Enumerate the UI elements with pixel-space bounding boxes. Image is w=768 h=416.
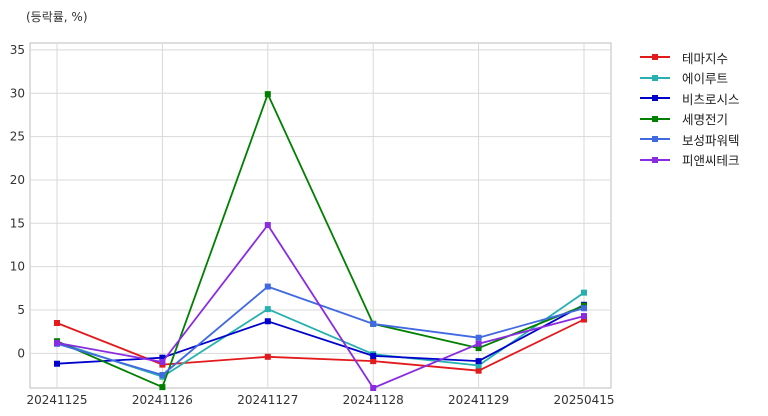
legend-label: 보성파워텍 xyxy=(682,132,740,148)
y-axis-unit-label: (등락률, %) xyxy=(26,10,88,24)
x-tick-label: 20241125 xyxy=(26,393,87,407)
x-tick-label: 20241127 xyxy=(237,393,298,407)
data-point xyxy=(581,305,587,312)
legend-label: 비츠로시스 xyxy=(682,91,740,107)
data-point xyxy=(159,384,166,391)
legend-item: 보성파워텍 xyxy=(640,129,740,150)
data-point xyxy=(264,222,271,229)
data-point xyxy=(370,358,377,365)
data-point xyxy=(264,318,271,325)
legend-swatch xyxy=(640,92,670,104)
data-point xyxy=(475,334,482,341)
series-line-4 xyxy=(56,93,585,389)
legend-label: 에이루트 xyxy=(682,71,729,87)
legend-label: 피앤씨테크 xyxy=(682,153,740,169)
x-tick-label: 20241128 xyxy=(343,393,404,407)
data-point xyxy=(264,306,271,313)
legend-item: 에이루트 xyxy=(640,68,740,89)
legend-swatch xyxy=(640,133,670,145)
data-point xyxy=(159,371,166,378)
x-tick-label: 20241129 xyxy=(448,393,509,407)
legend-swatch xyxy=(640,154,670,166)
data-point xyxy=(264,283,271,290)
data-point xyxy=(264,353,271,360)
data-point xyxy=(264,91,271,98)
data-point xyxy=(475,362,482,369)
legend-label: 세명전기 xyxy=(682,112,729,128)
data-point xyxy=(54,339,60,346)
data-point xyxy=(475,358,482,365)
y-tick-label: 0 xyxy=(17,346,25,360)
y-tick-label: 20 xyxy=(10,173,25,187)
data-point xyxy=(54,360,60,367)
data-point xyxy=(370,385,377,391)
y-tick-label: 5 xyxy=(17,303,25,317)
x-tick-label: 20250415 xyxy=(553,393,614,407)
data-point xyxy=(159,354,166,361)
legend-swatch xyxy=(640,72,670,84)
legend-item: 테마지수 xyxy=(640,47,740,68)
legend-swatch xyxy=(640,113,670,125)
y-tick-label: 35 xyxy=(10,43,25,57)
y-tick-label: 25 xyxy=(10,130,25,144)
y-tick-label: 15 xyxy=(10,216,25,230)
data-point xyxy=(159,358,166,365)
data-point xyxy=(581,313,587,320)
data-point xyxy=(370,352,377,359)
y-tick-label: 10 xyxy=(10,260,25,274)
data-point xyxy=(475,345,482,352)
plot-area xyxy=(29,42,612,389)
series-line-6 xyxy=(56,224,585,389)
legend-label: 테마지수 xyxy=(682,50,729,66)
data-point xyxy=(475,367,482,374)
data-point xyxy=(54,319,60,326)
legend-item: 피앤씨테크 xyxy=(640,150,740,171)
data-point xyxy=(581,316,587,323)
series-line-1 xyxy=(56,318,585,372)
series-line-2 xyxy=(56,291,585,378)
x-tick-label: 20241126 xyxy=(132,393,193,407)
data-point xyxy=(581,289,587,296)
legend-swatch xyxy=(640,51,670,63)
data-point xyxy=(475,340,482,347)
y-tick-label: 30 xyxy=(10,86,25,100)
legend-item: 비츠로시스 xyxy=(640,88,740,109)
data-point xyxy=(370,320,377,327)
legend-item: 세명전기 xyxy=(640,109,740,130)
